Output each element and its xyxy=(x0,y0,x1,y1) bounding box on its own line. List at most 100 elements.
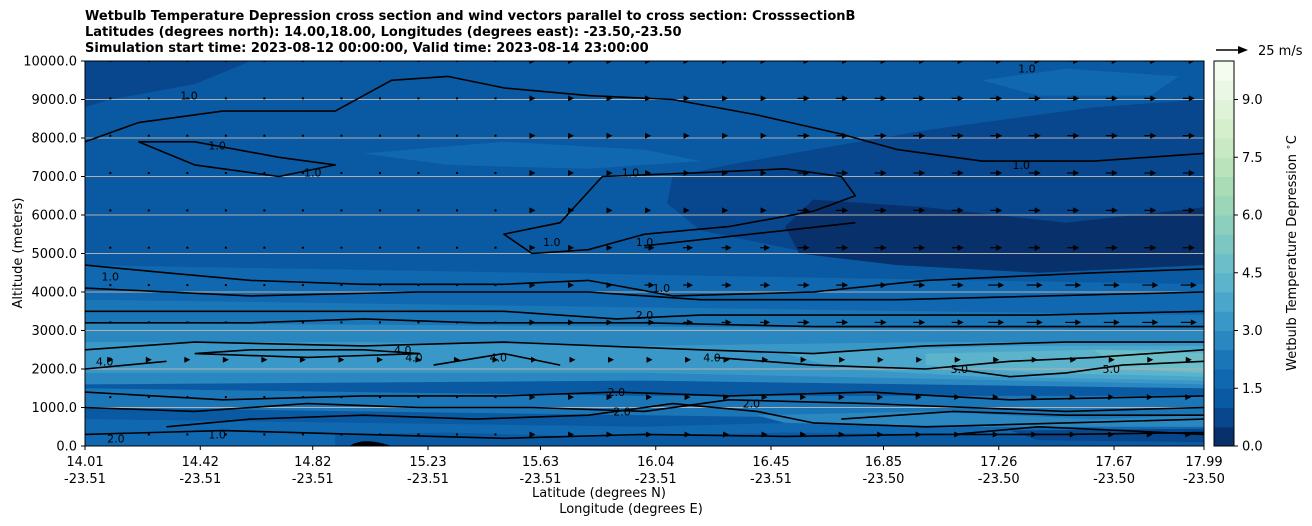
wind-vector-head xyxy=(723,356,730,363)
wind-vector-head xyxy=(1185,356,1192,363)
x-tick-label-lat-1: 14.42 xyxy=(182,455,219,470)
wind-vector-head xyxy=(1150,95,1157,102)
wind-vector xyxy=(340,134,343,137)
wind-vector xyxy=(417,284,420,287)
x-tick-label-lon-5: -23.51 xyxy=(635,472,677,487)
wind-vector xyxy=(455,134,458,137)
wind-vector-head xyxy=(880,207,887,214)
wind-vector-head xyxy=(842,170,849,177)
wind-vector-head xyxy=(648,244,655,251)
wind-vector xyxy=(109,284,112,287)
wind-vector xyxy=(340,97,343,100)
wind-vector-head xyxy=(725,282,732,289)
wind-vector-head xyxy=(838,431,845,438)
x-tick-label-lat-6: 16.45 xyxy=(752,455,789,470)
wind-vector xyxy=(340,246,343,249)
contour-label-16: 4.0 xyxy=(490,351,508,364)
wind-vector-head xyxy=(722,132,729,139)
wind-vector xyxy=(224,396,227,399)
wind-vector-head xyxy=(725,319,732,326)
wind-vector-head xyxy=(606,394,613,401)
wind-vector-head xyxy=(184,356,191,363)
wind-vector xyxy=(494,134,497,137)
wind-vector-head xyxy=(1147,356,1154,363)
wind-vector xyxy=(455,97,458,100)
wind-vector-head xyxy=(1152,319,1159,326)
wind-vector-head xyxy=(992,431,999,438)
wind-vector xyxy=(224,433,227,436)
colorbar-tick-label-4: 6.0 xyxy=(1242,209,1263,224)
wind-vector-head xyxy=(842,95,849,102)
wind-vector-head xyxy=(993,356,1000,363)
wind-vector-head xyxy=(764,319,771,326)
colorbar-segment-6 xyxy=(1214,311,1234,331)
quiver-key: 25 m/s xyxy=(1216,44,1303,59)
wind-vector xyxy=(224,246,227,249)
wind-vector-head xyxy=(1073,132,1080,139)
wind-vector xyxy=(224,97,227,100)
wind-vector xyxy=(378,433,381,436)
wind-vector-head xyxy=(683,132,690,139)
y-tick-label-4: 4000.0 xyxy=(32,286,78,301)
contour-label-13: 4.0 xyxy=(96,355,114,368)
contour-label-8: 1.0 xyxy=(1018,63,1036,76)
colorbar-segment-1 xyxy=(1214,407,1234,428)
contour-line-2 xyxy=(503,168,857,255)
y-tick-label-10: 10000.0 xyxy=(23,55,77,70)
wind-vector xyxy=(494,284,497,287)
colorbar-tick-label-6: 9.0 xyxy=(1242,93,1263,108)
title-line-3: Simulation start time: 2023-08-12 00:00:… xyxy=(85,41,649,56)
wind-vector-head xyxy=(803,95,810,102)
wind-vector-head xyxy=(1073,170,1080,177)
wind-vector-head xyxy=(1073,207,1080,214)
wind-vector-head xyxy=(957,61,964,64)
wind-vector-head xyxy=(645,95,652,102)
contour-label-6: 1.0 xyxy=(653,282,671,295)
wind-vector-head xyxy=(1152,282,1159,289)
wind-vector xyxy=(186,246,189,249)
wind-vector-head xyxy=(919,170,926,177)
wind-vector-head xyxy=(1036,319,1043,326)
wind-vector-head xyxy=(919,61,926,64)
colorbar-tick-label-3: 4.5 xyxy=(1242,266,1263,281)
wind-vector xyxy=(186,172,189,175)
wind-vector-head xyxy=(957,95,964,102)
wind-vector xyxy=(109,321,112,324)
wind-vector xyxy=(417,209,420,212)
wind-vector-head xyxy=(1031,356,1038,363)
wind-vector xyxy=(109,172,112,175)
wind-vector-head xyxy=(1190,282,1197,289)
wind-vector xyxy=(301,396,304,399)
x-tick-label-lat-4: 15.63 xyxy=(522,455,559,470)
wind-vector-head xyxy=(957,207,964,214)
wind-vector-head xyxy=(1150,244,1157,251)
colorbar-frame xyxy=(1213,60,1235,447)
y-tick-label-0: 0.0 xyxy=(56,440,77,455)
wind-vector-head xyxy=(1111,170,1118,177)
wind-vector-head xyxy=(760,170,767,177)
colorbar-segment-11 xyxy=(1214,215,1234,235)
y-tick-label-8: 8000.0 xyxy=(32,132,78,147)
wind-vector-head xyxy=(842,282,849,289)
wind-vector-head xyxy=(1188,244,1195,251)
wind-vector xyxy=(378,209,381,212)
wind-vector-head xyxy=(722,95,729,102)
wind-vector xyxy=(147,396,150,399)
wind-vector xyxy=(147,172,150,175)
wind-vector-head xyxy=(996,207,1003,214)
contour-label-2: 1.0 xyxy=(304,167,322,180)
wind-vector-head xyxy=(529,431,536,438)
wind-vector-head xyxy=(803,282,810,289)
wind-vector-head xyxy=(645,61,652,64)
colorbar-segment-0 xyxy=(1214,426,1234,447)
wind-vector xyxy=(340,284,343,287)
wind-vector xyxy=(417,246,420,249)
quiver-key-label: 25 m/s xyxy=(1258,44,1303,59)
wind-vector xyxy=(224,172,227,175)
wind-vector-head xyxy=(684,431,691,438)
wind-vector-head xyxy=(723,394,730,401)
contour-label-0: 1.0 xyxy=(180,90,198,103)
colorbar-segment-16 xyxy=(1214,118,1234,139)
wind-vector-head xyxy=(683,207,690,214)
contour-label-1: 1.0 xyxy=(208,140,226,153)
